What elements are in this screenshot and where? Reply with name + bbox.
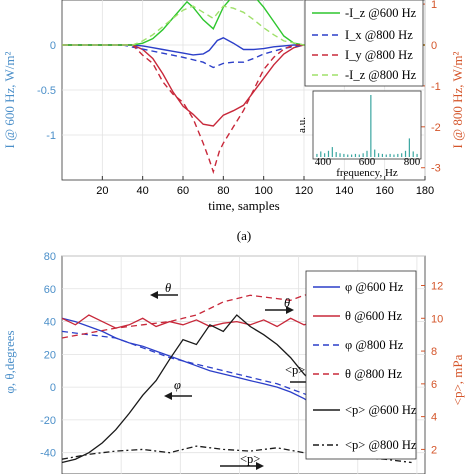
panel-a-series xyxy=(62,0,425,175)
panel-a-y-ticks: 0 -0.5 -1 xyxy=(37,40,56,142)
x-tick-label-a-100: 100 xyxy=(254,185,272,197)
x-tick-label-a-180: 180 xyxy=(416,185,434,197)
legend-a-item-4: -I_z @800 Hz xyxy=(345,68,417,82)
panel-a-y2-axis-label: I @ 800 Hz, W/m² xyxy=(450,51,465,148)
y-tick-label-b-20: -20 xyxy=(40,415,56,427)
y-tick-label-b-20: 20 xyxy=(44,349,56,361)
y2-tick-label-b-4: 4 xyxy=(431,412,437,424)
y2-tick-label-a-2: -2 xyxy=(431,122,441,134)
legend-a-item-2: I_x @800 Hz xyxy=(345,28,413,42)
x-tick-label-a-140: 140 xyxy=(335,185,353,197)
panel-a: 20 40 60 80 100 120 140 160 180 0 -0.5 -1 1 0 -1 -2 -3… xyxy=(2,0,465,243)
panel-a-x-ticks: 20 40 60 80 100 120 140 160 180 xyxy=(96,176,434,197)
panel-b-y-axis-label: φ, θ,degrees xyxy=(2,330,17,393)
annotation-phi: φ xyxy=(174,378,181,392)
y2-tick-label-b-8: 8 xyxy=(431,346,437,358)
panel-b-y2-axis-label: <p>, mPa xyxy=(450,354,465,405)
panel-b-legend: φ @600 Hz θ @600 Hz φ @800 Hz θ @800 Hz … xyxy=(305,270,417,460)
x-tick-label-a-160: 160 xyxy=(375,185,393,197)
series-a-i-x-800-hz xyxy=(62,44,425,69)
y-tick-label-a-1: -1 xyxy=(46,130,56,142)
y2-tick-label-a-1: -1 xyxy=(431,81,441,93)
y2-tick-label-b-12: 12 xyxy=(431,281,443,293)
y2-tick-label-b-6: 6 xyxy=(431,379,437,391)
panel-b-y2-ticks: 12 10 8 6 4 2 xyxy=(421,281,443,456)
y-tick-label-b-40: 40 xyxy=(44,317,56,329)
series-a-i-z-600-hz xyxy=(62,0,425,46)
x-tick-label-a-60: 60 xyxy=(177,185,189,197)
series-a-i-y-800-hz xyxy=(62,44,425,175)
annotation-theta-right: θ xyxy=(284,296,290,310)
x-tick-label-a-80: 80 xyxy=(217,185,229,197)
y2-tick-label-b-10: 10 xyxy=(431,313,443,325)
y2-tick-label-a-3: -3 xyxy=(431,163,441,175)
legend-b-item-4: θ @800 Hz xyxy=(345,367,403,381)
series-a-i-z-800-hz xyxy=(62,5,425,46)
y-tick-label-b-0: 0 xyxy=(50,382,56,394)
legend-a-item-1: -I_z @600 Hz xyxy=(345,6,417,20)
x-tick-label-a-120: 120 xyxy=(295,185,313,197)
y-tick-label-a-0: 0 xyxy=(50,40,56,52)
inset-x-tick-2: 600 xyxy=(359,156,376,168)
series-a-i-y-600-hz xyxy=(62,44,425,127)
panel-b: 80 60 40 20 0 -20 -40 12 10 8 6 4 2 φ, θ,degrees <p… xyxy=(2,251,465,474)
annotation-p-lower: <p> xyxy=(240,452,260,466)
panel-a-label: (a) xyxy=(237,228,251,243)
legend-b-item-2: θ @600 Hz xyxy=(345,309,403,323)
legend-b-item-3: φ @800 Hz xyxy=(345,338,404,352)
legend-b-item-1: φ @600 Hz xyxy=(345,280,404,294)
inset-x-tick-3: 800 xyxy=(404,156,421,168)
legend-a-item-3: I_y @800 Hz xyxy=(345,48,413,62)
panel-a-x-axis-label: time, samples xyxy=(208,198,280,213)
y2-tick-label-a-0: 0 xyxy=(431,40,437,52)
panel-a-legend: -I_z @600 Hz I_x @800 Hz I_y @800 Hz -I_… xyxy=(304,0,424,87)
annotation-p-upper: <p> xyxy=(285,363,305,377)
annotation-theta-left: θ xyxy=(165,281,171,295)
panel-a-y-axis-label: I @ 600 Hz, W/m² xyxy=(2,51,17,148)
panel-b-y-ticks: 80 60 40 20 0 -20 -40 xyxy=(40,251,56,460)
inset-y-label: a.u. xyxy=(296,117,308,133)
x-tick-label-a-40: 40 xyxy=(137,185,149,197)
y2-tick-label-b-2: 2 xyxy=(431,444,437,456)
x-tick-label-a-20: 20 xyxy=(96,185,108,197)
y-tick-label-b-60: 60 xyxy=(44,284,56,296)
y-tick-label-b-80: 80 xyxy=(44,251,56,263)
legend-b-item-6: <p> @800 Hz xyxy=(345,438,417,452)
y-tick-label-b-40: -40 xyxy=(40,448,56,460)
panel-a-inset: a.u. 400 600 800 frequency, Hz xyxy=(296,90,422,179)
inset-x-tick-1: 400 xyxy=(315,156,332,168)
inset-x-label: frequency, Hz xyxy=(336,167,398,179)
legend-b-item-5: <p> @600 Hz xyxy=(345,403,417,417)
series-a-i-x-600-hz xyxy=(62,37,425,56)
y2-tick-label-a-1: 1 xyxy=(431,0,437,11)
inset-spectrum-bars xyxy=(316,95,418,157)
y-tick-label-a-0-5: -0.5 xyxy=(37,85,56,97)
